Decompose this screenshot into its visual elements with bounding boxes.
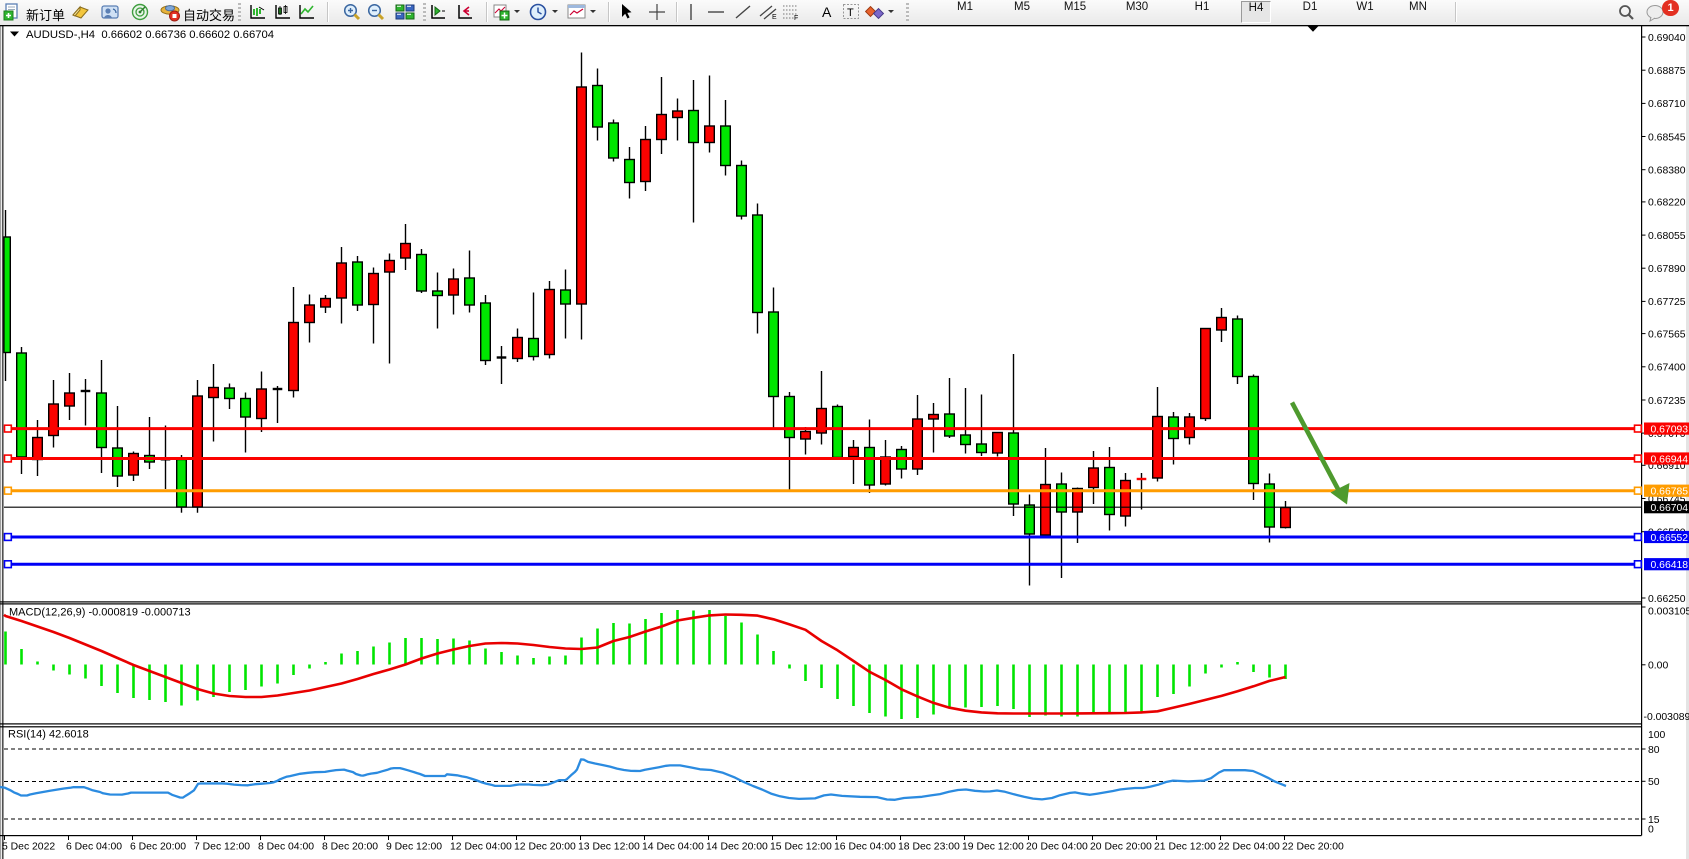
svg-text:14 Dec 20:00: 14 Dec 20:00	[706, 842, 768, 853]
svg-text:19 Dec 12:00: 19 Dec 12:00	[962, 842, 1024, 853]
svg-text:16 Dec 04:00: 16 Dec 04:00	[834, 842, 896, 853]
svg-text:15 Dec 12:00: 15 Dec 12:00	[770, 842, 832, 853]
svg-text:0.66910: 0.66910	[1648, 461, 1686, 472]
svg-text:E: E	[772, 14, 777, 21]
svg-text:0.66552: 0.66552	[1651, 533, 1689, 544]
svg-text:80: 80	[1648, 745, 1660, 756]
svg-text:7 Dec 12:00: 7 Dec 12:00	[194, 842, 250, 853]
svg-text:0.69040: 0.69040	[1648, 33, 1686, 44]
svg-text:0.68710: 0.68710	[1648, 99, 1686, 110]
svg-text:50: 50	[1648, 777, 1660, 788]
svg-text:20 Dec 04:00: 20 Dec 04:00	[1026, 842, 1088, 853]
svg-text:AUDUSD-,H4 0.66602 0.66736 0.: AUDUSD-,H4 0.66602 0.66736 0.66602 0.667…	[26, 29, 274, 41]
svg-text:0.66704: 0.66704	[1651, 503, 1689, 514]
svg-text:0.68545: 0.68545	[1648, 132, 1686, 143]
svg-text:14 Dec 04:00: 14 Dec 04:00	[642, 842, 704, 853]
svg-text:0.68220: 0.68220	[1648, 198, 1686, 209]
svg-text:22 Dec 20:00: 22 Dec 20:00	[1282, 842, 1344, 853]
svg-text:0.003105: 0.003105	[1648, 607, 1689, 618]
svg-text:MACD(12,26,9) -0.000819 -0.000: MACD(12,26,9) -0.000819 -0.000713	[9, 607, 191, 619]
svg-text:0.67725: 0.67725	[1648, 297, 1686, 308]
svg-text:T: T	[847, 7, 854, 19]
svg-text:8 Dec 04:00: 8 Dec 04:00	[258, 842, 314, 853]
svg-text:21 Dec 12:00: 21 Dec 12:00	[1154, 842, 1216, 853]
svg-text:0.66745: 0.66745	[1648, 494, 1686, 505]
svg-text:20 Dec 20:00: 20 Dec 20:00	[1090, 842, 1152, 853]
svg-text:22 Dec 04:00: 22 Dec 04:00	[1218, 842, 1280, 853]
svg-text:0.66250: 0.66250	[1648, 594, 1686, 605]
svg-text:0.68875: 0.68875	[1648, 66, 1686, 77]
svg-text:F: F	[794, 15, 798, 21]
svg-text:0.66785: 0.66785	[1651, 487, 1689, 498]
svg-text:9 Dec 12:00: 9 Dec 12:00	[386, 842, 442, 853]
svg-text:A: A	[822, 4, 832, 20]
svg-text:0.68380: 0.68380	[1648, 166, 1686, 177]
svg-text:0.68055: 0.68055	[1648, 231, 1686, 242]
svg-text:12 Dec 04:00: 12 Dec 04:00	[450, 842, 512, 853]
svg-text:0.67400: 0.67400	[1648, 363, 1686, 374]
svg-text:15: 15	[1648, 815, 1660, 826]
svg-text:0.67093: 0.67093	[1651, 424, 1689, 435]
svg-text:6 Dec 04:00: 6 Dec 04:00	[66, 842, 122, 853]
svg-text:0.67235: 0.67235	[1648, 396, 1686, 407]
svg-text:8 Dec 20:00: 8 Dec 20:00	[322, 842, 378, 853]
svg-text:13 Dec 12:00: 13 Dec 12:00	[578, 842, 640, 853]
svg-text:-0.003089: -0.003089	[1644, 712, 1689, 723]
svg-text:5 Dec 2022: 5 Dec 2022	[2, 842, 55, 853]
svg-text:0.66418: 0.66418	[1651, 560, 1689, 571]
svg-text:RSI(14) 42.6018: RSI(14) 42.6018	[8, 729, 89, 741]
svg-text:12 Dec 20:00: 12 Dec 20:00	[514, 842, 576, 853]
svg-text:0.67565: 0.67565	[1648, 329, 1686, 340]
svg-text:0: 0	[1648, 825, 1654, 836]
svg-text:0.66944: 0.66944	[1651, 454, 1689, 465]
svg-text:18 Dec 23:00: 18 Dec 23:00	[898, 842, 960, 853]
svg-text:100: 100	[1648, 730, 1666, 741]
svg-text:0.67890: 0.67890	[1648, 264, 1686, 275]
svg-text:6 Dec 20:00: 6 Dec 20:00	[130, 842, 186, 853]
svg-text:0.00: 0.00	[1648, 661, 1668, 672]
